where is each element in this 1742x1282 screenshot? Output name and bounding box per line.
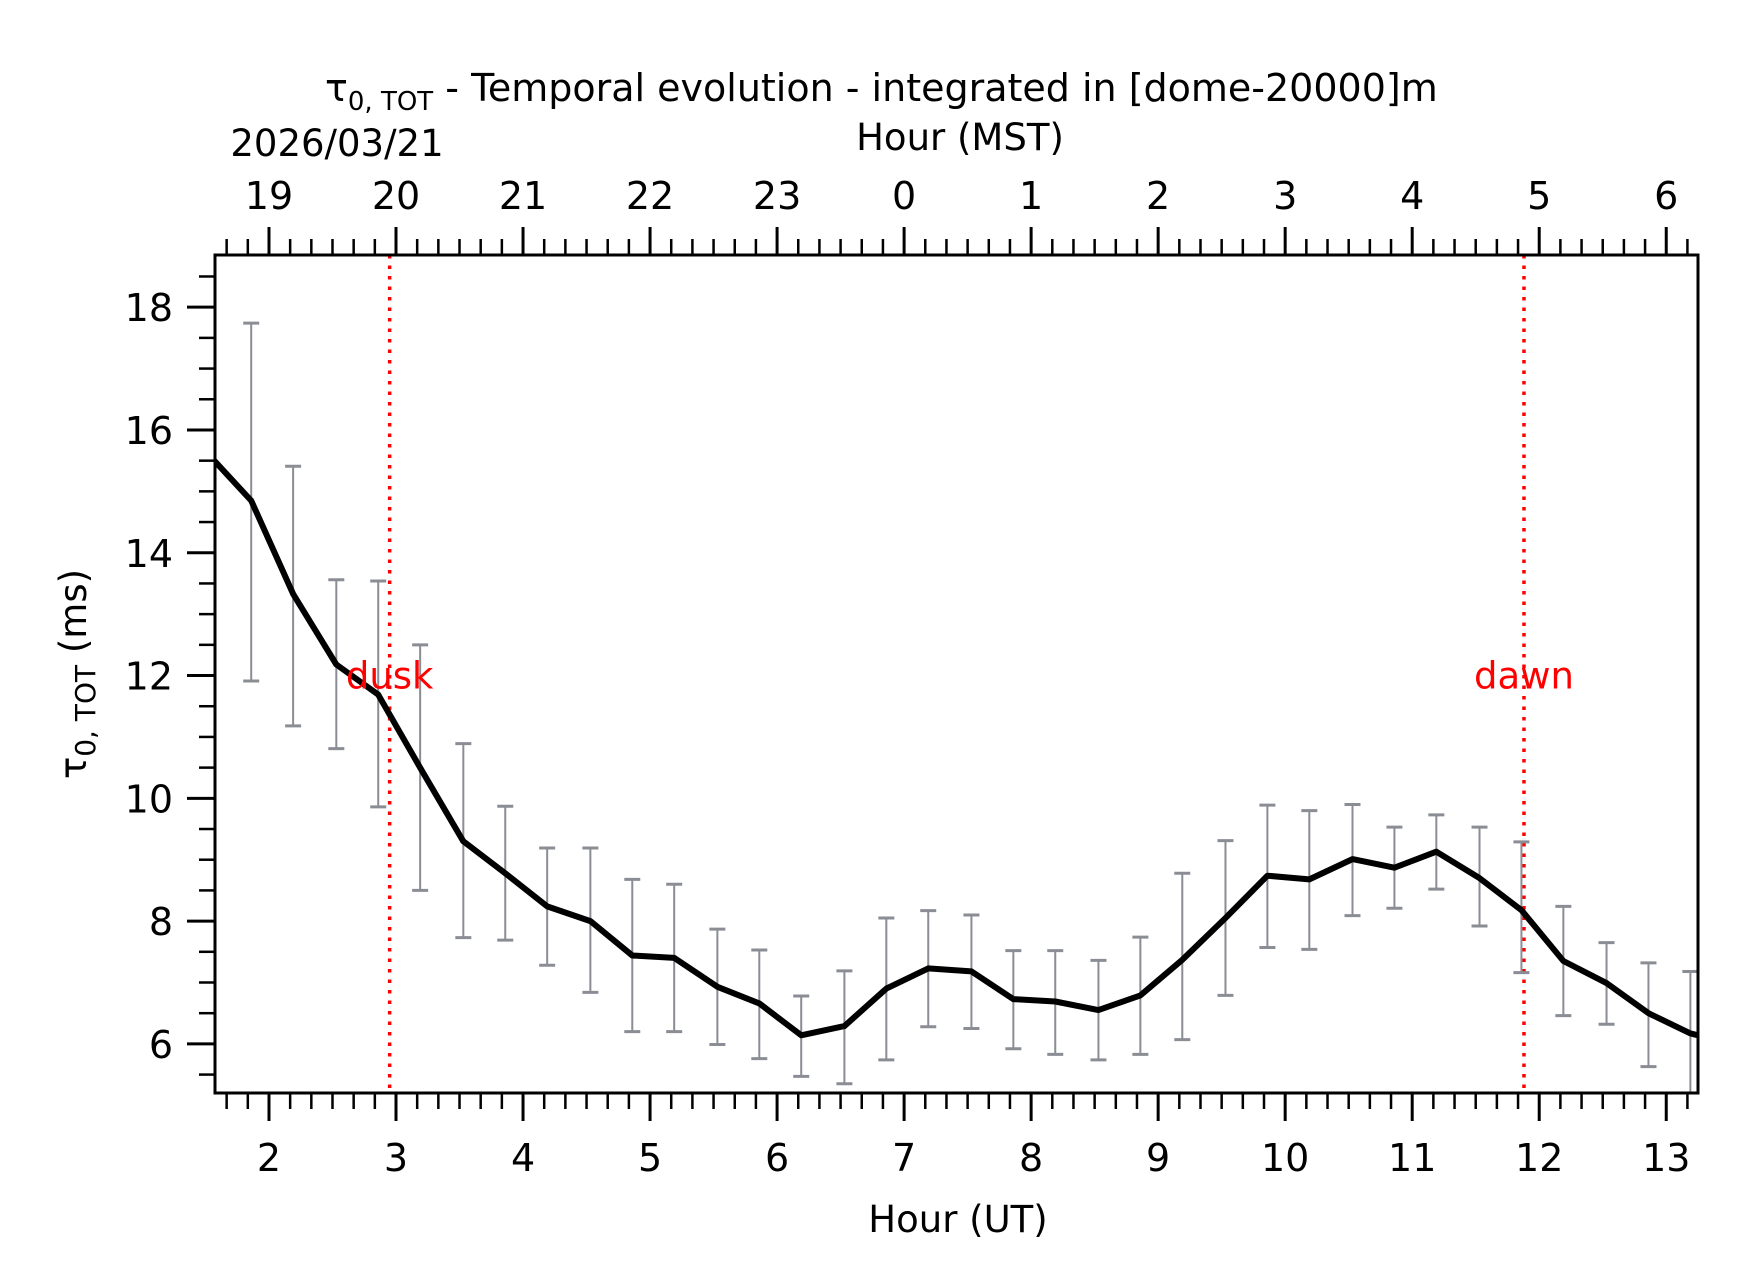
y-tick-label: 14 [125, 532, 173, 576]
y-tick-label: 16 [125, 409, 173, 453]
x2-tick-label: 4 [1400, 174, 1424, 218]
title-symbol: τ [325, 66, 348, 110]
y-tick-label: 12 [125, 655, 173, 699]
x2-tick-label: 3 [1273, 174, 1297, 218]
x2-tick-label: 23 [753, 174, 801, 218]
y-tick-label: 10 [125, 777, 173, 821]
x-tick-label: 9 [1146, 1136, 1170, 1180]
x2-tick-label: 2 [1146, 174, 1170, 218]
dawn-label: dawn [1474, 655, 1574, 698]
x-tick-label: 4 [511, 1136, 535, 1180]
x-tick-label: 8 [1019, 1136, 1043, 1180]
y-tick-label: 18 [125, 286, 173, 330]
x-tick-label: 3 [384, 1136, 408, 1180]
x2-tick-label: 1 [1019, 174, 1043, 218]
date-label: 2026/03/21 [230, 122, 443, 165]
x-tick-label: 13 [1642, 1136, 1690, 1180]
x-tick-label: 12 [1515, 1136, 1563, 1180]
y-tick-label: 6 [149, 1023, 173, 1067]
x-tick-label: 6 [765, 1136, 789, 1180]
y-tick-label: 8 [149, 900, 173, 944]
series-line-tau0_tot [215, 457, 1698, 1039]
x2-tick-label: 20 [372, 174, 420, 218]
x-tick-label: 10 [1261, 1136, 1309, 1180]
plot-frame [213, 253, 1700, 1095]
x-tick-label: 7 [892, 1136, 916, 1180]
data-point [1733, 1043, 1734, 1044]
series-layer [208, 454, 1734, 1044]
x-tick-label: 2 [257, 1136, 281, 1180]
data-point [208, 454, 209, 455]
ylabel-symbol: τ [52, 757, 95, 779]
x-tick-label: 11 [1388, 1136, 1436, 1180]
x2-tick-label: 0 [892, 174, 916, 218]
errorbars-layer [243, 321, 1698, 1093]
title-subscript: 0, TOT [348, 87, 433, 117]
annotations-layer: dusk dawn [346, 655, 1574, 698]
y-axis-label: τ0, TOT (ms) [52, 569, 102, 779]
x2-tick-label: 22 [626, 174, 674, 218]
x-tick-label: 5 [638, 1136, 662, 1180]
chart-title: τ0, TOT - Temporal evolution - integrate… [325, 66, 1438, 117]
title-rest: - Temporal evolution - integrated in [do… [433, 66, 1438, 110]
dusk-label: dusk [346, 655, 434, 698]
x-axis-label: Hour (UT) [868, 1198, 1047, 1241]
x2-tick-label: 5 [1527, 174, 1551, 218]
vlines-layer [387, 255, 1526, 1093]
x2-tick-label: 21 [499, 174, 547, 218]
x2-axis-label: Hour (MST) [856, 116, 1064, 159]
x2-tick-label: 6 [1654, 174, 1678, 218]
ylabel-subscript: 0, TOT [69, 664, 102, 757]
ylabel-rest: (ms) [52, 569, 95, 665]
x2-tick-label: 19 [245, 174, 293, 218]
